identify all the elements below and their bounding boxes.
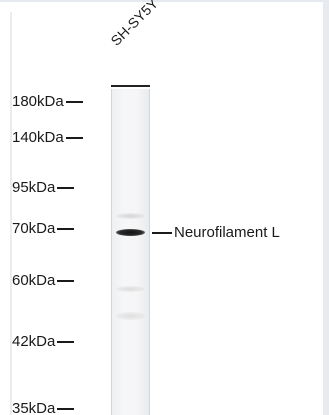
marker-180kda: 180kDa (12, 94, 83, 110)
annotation-tick (152, 232, 172, 234)
marker-70kda: 70kDa (12, 220, 75, 237)
left-rule (10, 12, 12, 415)
band-annotation: Neurofilament L (152, 225, 280, 241)
faint-band-lower (116, 286, 145, 292)
marker-35kda: 35kDa (12, 400, 75, 415)
marker-tick (57, 228, 75, 230)
marker-label: 180kDa (12, 93, 64, 110)
lane-top-bar (111, 85, 150, 87)
blot-lane (111, 89, 150, 415)
marker-tick (57, 280, 75, 282)
marker-tick (57, 341, 75, 343)
marker-label: 60kDa (12, 272, 56, 289)
marker-42kda: 42kDa (12, 333, 75, 350)
marker-label: 70kDa (12, 220, 56, 237)
band-annotation-label: Neurofilament L (174, 224, 280, 241)
faint-band-bottom (116, 312, 145, 320)
marker-60kda: 60kDa (12, 272, 75, 289)
marker-label: 42kDa (12, 333, 56, 350)
main-band (116, 229, 145, 236)
marker-label: 140kDa (12, 129, 64, 146)
marker-label: 95kDa (12, 179, 56, 196)
top-border (0, 0, 329, 2)
marker-tick (65, 137, 83, 139)
sample-label: SH-SY5Y (107, 0, 162, 49)
marker-tick (57, 187, 75, 189)
marker-140kda: 140kDa (12, 130, 83, 146)
faint-band-upper (116, 213, 145, 219)
marker-tick (65, 101, 83, 103)
marker-tick (57, 408, 75, 410)
marker-label: 35kDa (12, 400, 56, 415)
right-frame (323, 0, 329, 415)
marker-95kda: 95kDa (12, 179, 75, 196)
